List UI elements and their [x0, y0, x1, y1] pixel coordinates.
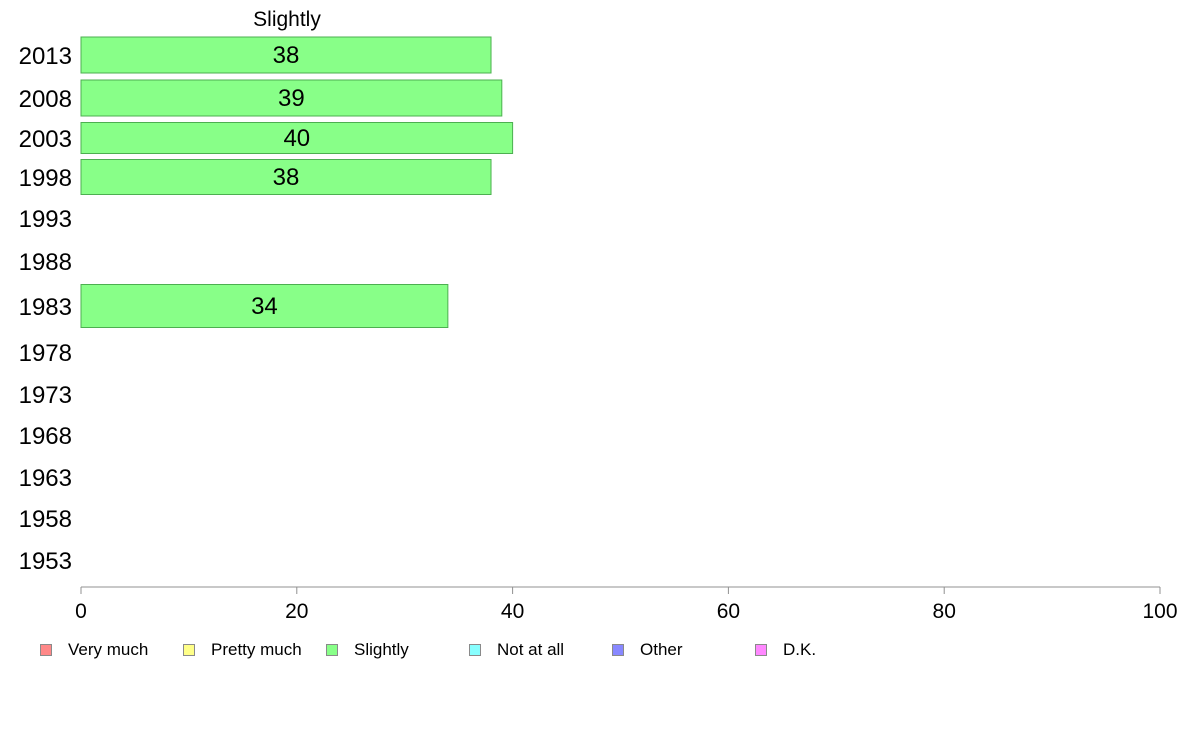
bar-1998 [80, 159, 492, 195]
y-tick-label-1988: 1988 [19, 249, 72, 276]
y-tick-label-1958: 1958 [19, 506, 72, 533]
y-tick-label-2008: 2008 [19, 86, 72, 113]
legend-item-d-k: D.K. [755, 638, 816, 662]
y-tick-label-1993: 1993 [19, 206, 72, 233]
y-tick-label-1983: 1983 [19, 294, 72, 321]
chart-title: Slightly [253, 8, 321, 31]
y-tick-label-1963: 1963 [19, 465, 72, 492]
legend: Very much Pretty much Slightly Not at all Ot… [0, 638, 1188, 662]
legend-label-other: Other [640, 640, 683, 659]
y-axis-labels: 2013 2008 2003 1998 1993 1988 1983 1978 1973 1968… [19, 43, 72, 575]
x-axis: 0 20 40 60 80 100 [75, 586, 1178, 623]
x-tick-label-0: 0 [75, 600, 87, 623]
bar-2003 [80, 122, 514, 154]
legend-label-very-much: Very much [68, 640, 149, 659]
data-label-1998: 38 [273, 164, 300, 191]
y-tick-label-1953: 1953 [19, 548, 72, 575]
legend-item-pretty-much: Pretty much [183, 638, 302, 662]
y-tick-label-1968: 1968 [19, 423, 72, 450]
data-label-2008: 39 [278, 85, 305, 112]
y-tick-label-1973: 1973 [19, 382, 72, 409]
legend-item-not-at-all: Not at all [469, 638, 564, 662]
legend-label-pretty-much: Pretty much [211, 640, 302, 659]
legend-item-other: Other [612, 638, 683, 662]
bars-group: 38 39 40 38 34 [80, 36, 514, 328]
y-tick-label-2003: 2003 [19, 126, 72, 153]
data-label-2003: 40 [283, 125, 310, 152]
y-tick-label-1978: 1978 [19, 340, 72, 367]
legend-swatch-pretty-much [183, 644, 195, 656]
legend-item-very-much: Very much [40, 638, 148, 662]
legend-label-d-k: D.K. [783, 640, 817, 659]
legend-label-slightly: Slightly [354, 640, 409, 659]
bar-2013 [80, 36, 492, 74]
x-tick-label-100: 100 [1142, 600, 1177, 623]
legend-swatch-d-k [755, 644, 767, 656]
x-tick-label-80: 80 [933, 600, 956, 623]
x-tick-label-60: 60 [717, 600, 740, 623]
legend-swatch-not-at-all [469, 644, 481, 656]
data-label-2013: 38 [273, 42, 300, 69]
bar-2008 [80, 79, 503, 117]
legend-label-not-at-all: Not at all [497, 640, 565, 659]
y-tick-label-2013: 2013 [19, 43, 72, 70]
legend-swatch-other [612, 644, 624, 656]
legend-swatch-slightly [326, 644, 338, 656]
bar-1983 [80, 284, 449, 328]
x-tick-label-20: 20 [285, 600, 308, 623]
x-tick-label-40: 40 [501, 600, 524, 623]
legend-swatch-very-much [40, 644, 52, 656]
data-label-1983: 34 [251, 293, 278, 320]
y-tick-label-1998: 1998 [19, 165, 72, 192]
legend-item-slightly: Slightly [326, 638, 409, 662]
